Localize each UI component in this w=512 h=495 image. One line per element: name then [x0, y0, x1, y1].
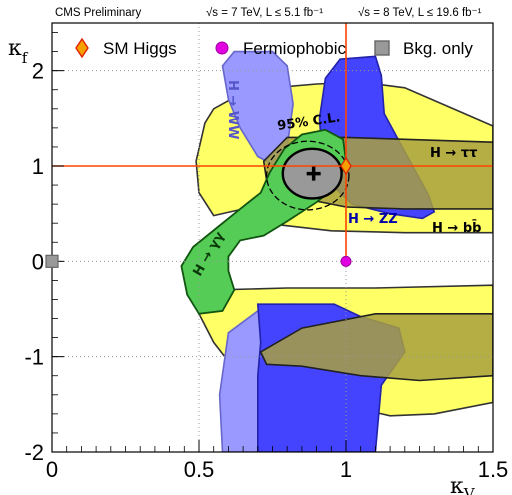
y-tick-label: 1 [32, 154, 44, 179]
legend-circle-icon [215, 41, 229, 55]
x-tick-label: 1.5 [478, 457, 509, 482]
combined-95-contour [265, 140, 350, 211]
legend-square-icon [374, 40, 390, 56]
y-axis-title: κf [8, 36, 29, 67]
x-tick-label: 1 [340, 457, 352, 482]
fermiophobic-point [340, 255, 352, 267]
legend-fermiophobic: Fermiophobic [243, 39, 346, 58]
points-layer [45, 156, 352, 268]
header-energy-7: √s = 7 TeV, L ≤ 5.1 fb⁻¹ [206, 6, 323, 19]
legend-sm-higgs: SM Higgs [103, 39, 177, 58]
best-fit-point [306, 166, 321, 181]
y-tick-label: 2 [32, 59, 44, 84]
y-tick-label: 0 [32, 249, 44, 274]
header-cms: CMS Preliminary [55, 7, 142, 19]
label-zz: H → ZZ [348, 212, 398, 227]
header-energy-8: √s = 8 TeV, L ≤ 19.6 fb⁻¹ [358, 6, 482, 19]
x-tick-label: 0.5 [184, 457, 215, 482]
y-tick-label: -2 [24, 440, 44, 465]
legend-bkg-only: Bkg. only [403, 39, 473, 58]
axes-layer: 0 0.5 1 1.5 -2 -1 0 1 2 [24, 22, 509, 482]
legend: SM Higgs Fermiophobic Bkg. only [75, 37, 473, 59]
label-ww: H → WW [225, 80, 240, 140]
sm-higgs-point [340, 156, 352, 176]
y-tick-label: -1 [24, 345, 44, 370]
x-tick-label: 0 [46, 457, 58, 482]
x-axis-title: κV [450, 474, 476, 495]
grid-layer [52, 23, 493, 452]
label-bb: H → bb̄ [432, 220, 481, 236]
legend-diamond-icon [75, 37, 89, 59]
label-tautau: H → ττ [430, 146, 477, 161]
region-tautau-lower [259, 313, 493, 382]
bkg-only-point [45, 254, 59, 268]
